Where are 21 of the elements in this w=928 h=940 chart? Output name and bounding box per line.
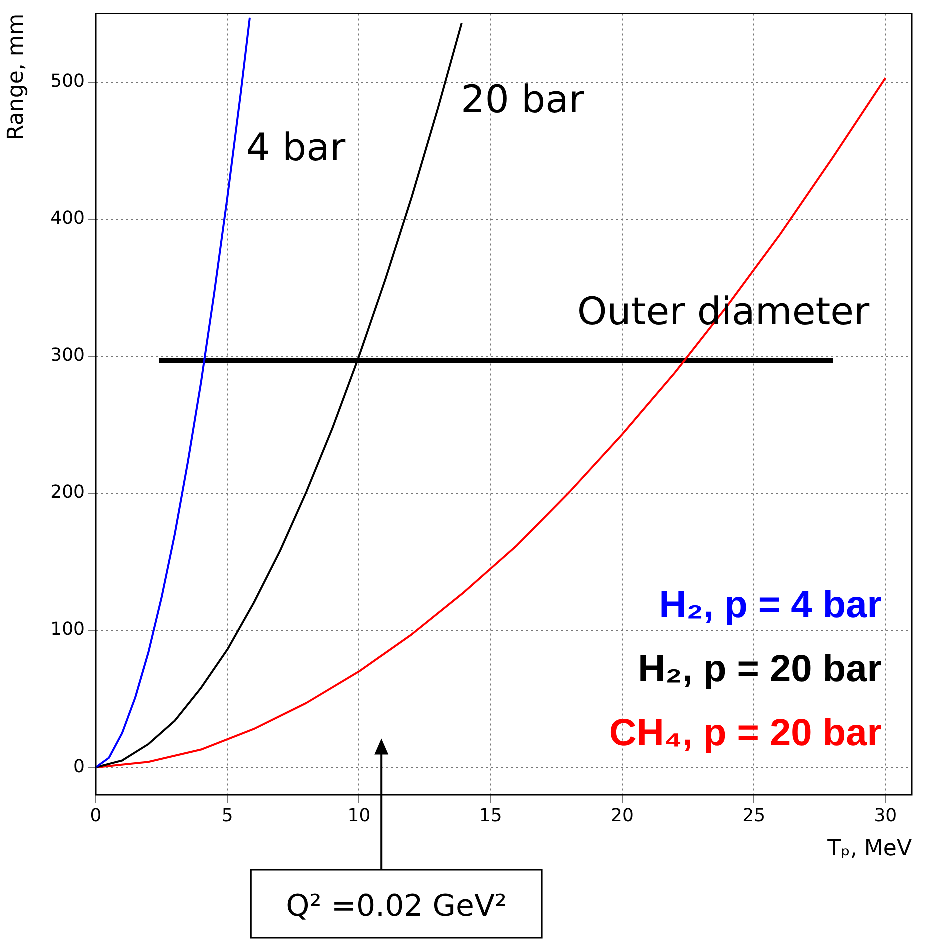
x-tick-label: 20 [611,805,634,826]
annotation: 4 bar [246,125,346,170]
y-tick-label: 0 [74,756,85,778]
x-tick-label: 15 [479,805,502,826]
annotation: 20 bar [461,78,585,122]
text: Q² =0.02 GeV² [286,888,508,924]
x-tick-label: 25 [742,805,766,826]
text: H₂, p = 4 bar [659,584,882,626]
y-tick-label: 400 [50,208,85,230]
x-tick-label: 0 [90,805,102,826]
y-tick-label: 200 [50,482,85,504]
x-tick-label: 5 [222,805,234,826]
text: H₂, p = 20 bar [638,648,882,690]
x-axis-title: Tₚ, MeV [826,836,912,862]
y-tick-label: 300 [50,345,85,366]
text: CH₄, p = 20 bar [609,712,882,754]
y-axis-title: Range, mm [4,14,29,140]
x-tick-label: 30 [874,805,898,826]
y-tick-label: 100 [50,619,85,640]
x-tick-label: 10 [348,805,371,826]
y-tick-label: 500 [50,71,85,92]
